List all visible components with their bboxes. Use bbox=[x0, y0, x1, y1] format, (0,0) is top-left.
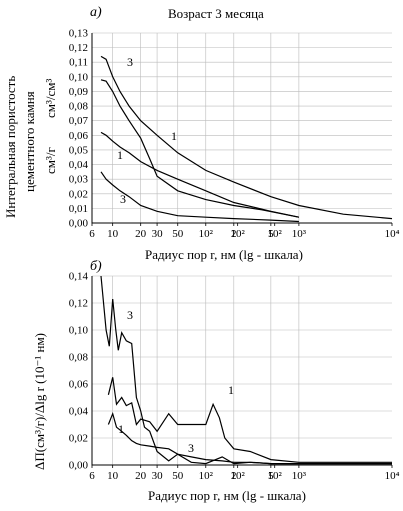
x-tick-label: 10² bbox=[268, 228, 283, 240]
panel-a-curve-label-1-upper: 1 bbox=[171, 129, 177, 143]
y-tick-label: 0,11 bbox=[69, 57, 88, 69]
panel-b-chart: б) 0,00 0,02 0,04 0,06 0,08 0,10 0,12 0,14 6 10 20… bbox=[32, 259, 400, 503]
y-tick-label: 0,07 bbox=[69, 115, 89, 127]
y-tick-label: 0,09 bbox=[69, 86, 89, 98]
x-tick-label: 20 bbox=[135, 228, 147, 240]
y-tick-label: 0,00 bbox=[69, 460, 89, 472]
y-tick-label: 0,00 bbox=[69, 218, 89, 230]
panel-a-chart: а) Возраст 3 месяца 0,00 0,01 0,02 0,03 0,04… bbox=[3, 5, 400, 262]
x-tick-label: 50 bbox=[172, 470, 184, 482]
panel-b-ylabel: ΔП(см³/г)/Δlg r (10⁻¹ нм) bbox=[32, 333, 47, 470]
panel-a-unit-bottom: см³/г bbox=[43, 147, 58, 174]
panel-a-letter: а) bbox=[90, 5, 102, 20]
y-tick-label: 0,08 bbox=[69, 352, 89, 364]
series-2-line bbox=[100, 131, 300, 218]
y-tick-label: 0,02 bbox=[69, 433, 88, 445]
panel-a-curve-label-3-top: 3 bbox=[127, 55, 133, 69]
y-tick-label: 0,12 bbox=[69, 42, 88, 54]
y-tick-label: 0,01 bbox=[69, 203, 88, 215]
y-tick-label: 0,06 bbox=[69, 379, 89, 391]
panel-b-grid bbox=[92, 275, 392, 465]
panel-a-ticks: 0,00 0,01 0,02 0,03 0,04 0,05 0,06 0,07 0,08 0,09… bbox=[69, 28, 400, 241]
x-tick-label: 2 bbox=[231, 470, 237, 482]
panel-a-curve-label-3-bottom: 3 bbox=[120, 192, 126, 206]
panel-b-letter: б) bbox=[90, 259, 102, 274]
x-tick-label: 5 bbox=[268, 228, 274, 240]
y-tick-label: 0,03 bbox=[69, 174, 89, 186]
y-tick-label: 0,10 bbox=[69, 325, 89, 337]
panel-a-xlabel: Радиус пор r, нм (lg - шкала) bbox=[145, 247, 303, 262]
y-tick-label: 0,04 bbox=[69, 406, 89, 418]
x-tick-label: 10 bbox=[107, 470, 119, 482]
series-0-line bbox=[100, 275, 392, 465]
x-tick-label: 10² bbox=[230, 228, 245, 240]
panel-a-ylabel-line1: Интегральная пористость bbox=[3, 76, 18, 218]
panel-b-curve-label-1-upper: 1 bbox=[228, 383, 234, 397]
panel-a-series bbox=[100, 55, 393, 223]
x-tick-label: 6 bbox=[89, 228, 95, 240]
panel-b-curve-label-3-top: 3 bbox=[127, 308, 133, 322]
x-tick-label: 10 bbox=[107, 228, 119, 240]
x-tick-label: 10³ bbox=[292, 470, 307, 482]
panel-a-title: Возраст 3 месяца bbox=[168, 6, 264, 21]
x-tick-label: 10² bbox=[230, 470, 245, 482]
panel-a-grid bbox=[92, 32, 392, 223]
series-1-line bbox=[100, 79, 300, 218]
x-tick-label: 6 bbox=[89, 470, 95, 482]
y-tick-label: 0,06 bbox=[69, 130, 89, 142]
y-tick-label: 0,04 bbox=[69, 159, 89, 171]
y-tick-label: 0,10 bbox=[69, 71, 89, 83]
x-tick-label: 50 bbox=[172, 228, 184, 240]
panel-b-ticks: 0,00 0,02 0,04 0,06 0,08 0,10 0,12 0,14 6 10 20 30 5… bbox=[69, 271, 400, 483]
panel-a-unit-top: см³/см³ bbox=[43, 78, 58, 118]
y-tick-label: 0,14 bbox=[69, 271, 89, 283]
y-tick-label: 0,13 bbox=[69, 28, 89, 40]
panel-b-curve-label-3-bottom: 3 bbox=[188, 441, 194, 455]
x-tick-label: 20 bbox=[135, 470, 147, 482]
series-0-line bbox=[100, 55, 393, 220]
series-3-line bbox=[100, 171, 299, 223]
panel-b-curve-label-1-lower: 1 bbox=[118, 422, 124, 436]
x-tick-label: 10² bbox=[199, 228, 214, 240]
x-tick-label: 2 bbox=[231, 228, 237, 240]
x-tick-label: 10⁴ bbox=[385, 228, 400, 240]
y-tick-label: 0,02 bbox=[69, 188, 88, 200]
panel-b-axes bbox=[91, 276, 393, 468]
axis-frame bbox=[91, 276, 392, 466]
panel-a-curve-label-1-lower: 1 bbox=[117, 148, 123, 162]
panel-b-series bbox=[100, 275, 392, 465]
panel-a-axes bbox=[91, 33, 393, 226]
x-tick-label: 10⁴ bbox=[385, 470, 400, 482]
y-tick-label: 0,12 bbox=[69, 298, 88, 310]
series-1-line bbox=[107, 377, 392, 463]
y-tick-label: 0,08 bbox=[69, 101, 89, 113]
x-tick-label: 30 bbox=[152, 228, 164, 240]
x-tick-label: 5 bbox=[268, 470, 274, 482]
x-tick-label: 10³ bbox=[292, 228, 307, 240]
y-tick-label: 0,05 bbox=[69, 144, 89, 156]
axis-frame bbox=[91, 33, 392, 224]
x-tick-label: 30 bbox=[152, 470, 164, 482]
panel-b-xlabel: Радиус пор r, нм (lg - шкала) bbox=[148, 488, 306, 503]
panel-a-ylabel-line2: цементного камня bbox=[22, 91, 37, 192]
series-2-line bbox=[107, 411, 392, 465]
x-tick-label: 10² bbox=[199, 470, 214, 482]
x-tick-label: 10² bbox=[268, 470, 283, 482]
